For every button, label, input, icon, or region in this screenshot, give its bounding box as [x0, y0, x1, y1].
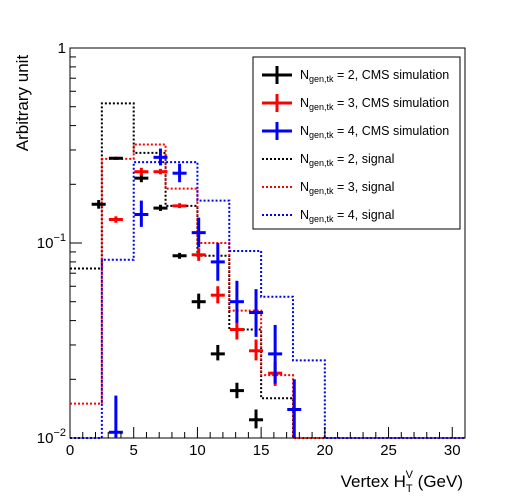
legend-label-rest: = 4, CMS simulation [334, 124, 450, 138]
x-axis-title-unit: (GeV) [413, 472, 463, 491]
x-tick-label: 30 [444, 442, 461, 459]
x-tick-label: 0 [66, 442, 74, 459]
legend-label-rest: = 4, signal [334, 208, 395, 222]
legend-label-sub: gen,tk [309, 186, 334, 196]
x-axis-title-main: Vertex H [341, 472, 406, 491]
legend-label-main: N [300, 180, 309, 194]
x-tick-label: 10 [189, 442, 206, 459]
y-tick-label: 10−1 [37, 232, 66, 252]
legend-label-main: N [300, 124, 309, 138]
x-tick-label: 15 [253, 442, 270, 459]
legend-label-rest: = 3, CMS simulation [334, 96, 450, 110]
y-tick-label-base: 10 [37, 430, 54, 447]
x-axis-title-sub: T [406, 483, 413, 495]
legend-label-main: N [300, 96, 309, 110]
legend-label-rest: = 3, signal [334, 180, 395, 194]
legend-label: Ngen,tk = 2, CMS simulation [300, 68, 449, 84]
x-tick-label: 5 [130, 442, 138, 459]
y-tick-label-exponent: −2 [53, 427, 66, 439]
signal-step-line [70, 143, 465, 439]
x-axis-title: Vertex HTV (GeV) [341, 469, 463, 495]
y-tick-label: 10−2 [37, 427, 66, 447]
legend-label: Ngen,tk = 4, CMS simulation [300, 124, 449, 140]
y-tick-label-exponent: −1 [53, 232, 66, 244]
y-axis-title: Arbitrary unit [13, 55, 32, 152]
y-tick-label-base: 10 [37, 235, 54, 252]
series-layer [70, 102, 465, 439]
legend-label: Ngen,tk = 3, CMS simulation [300, 96, 449, 112]
legend-label-sub: gen,tk [309, 214, 334, 224]
legend-label: Ngen,tk = 3, signal [300, 180, 394, 196]
legend-label-sub: gen,tk [309, 158, 334, 168]
x-tick-label: 20 [316, 442, 333, 459]
legend-label-rest: = 2, signal [334, 152, 395, 166]
legend-label-main: N [300, 68, 309, 82]
legend-label-sub: gen,tk [309, 102, 334, 112]
legend-label-main: N [300, 152, 309, 166]
legend-label: Ngen,tk = 2, signal [300, 152, 394, 168]
x-tick-label: 25 [380, 442, 397, 459]
signal-step-line [70, 102, 465, 439]
x-axis-title-sup: V [406, 469, 414, 481]
legend-label-rest: = 2, CMS simulation [334, 68, 450, 82]
y-tick-label-base: 1 [58, 40, 66, 57]
legend-label-main: N [300, 208, 309, 222]
y-tick-label: 1 [58, 40, 66, 57]
legend-box [252, 56, 461, 230]
legend-label-sub: gen,tk [309, 130, 334, 140]
legend-label-sub: gen,tk [309, 74, 334, 84]
legend-label: Ngen,tk = 4, signal [300, 208, 394, 224]
